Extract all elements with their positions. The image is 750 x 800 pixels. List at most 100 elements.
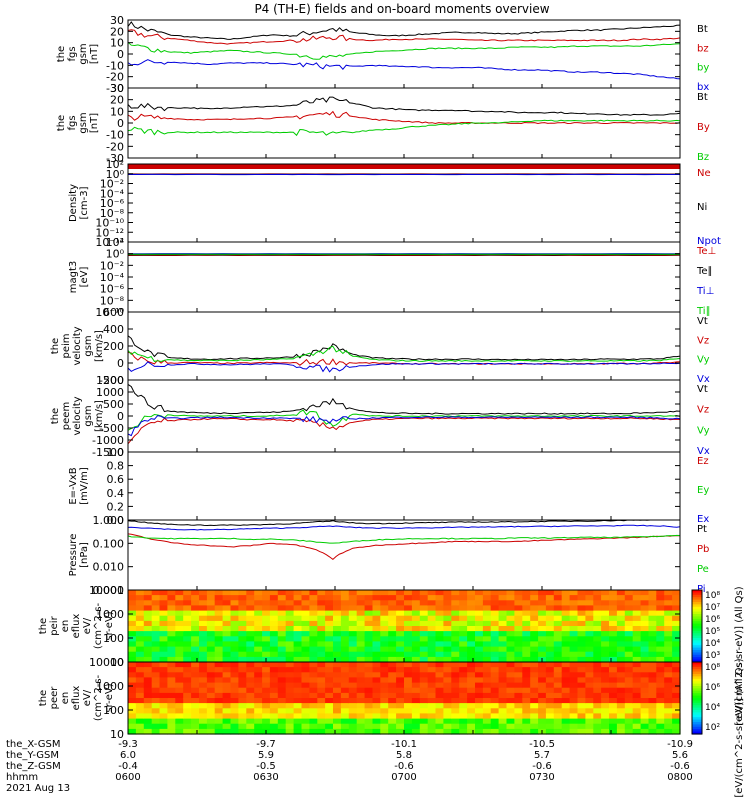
heatmap-cell [206, 605, 216, 612]
heatmap-cell [672, 646, 681, 653]
heatmap-cell [396, 615, 405, 622]
colorbar-label: [eV/(cm^2-s-sr-eV)] (All Qs) [734, 586, 745, 725]
heatmap-cell [254, 728, 263, 735]
heatmap-cell [301, 692, 310, 699]
heatmap-cell [577, 703, 586, 709]
heatmap-cell [135, 656, 145, 663]
panel-frame [127, 519, 681, 591]
heatmap-cell [143, 651, 153, 658]
colorbar-swatch [692, 702, 702, 706]
heatmap-cell [325, 600, 334, 606]
heatmap-cell [609, 667, 618, 673]
heatmap-cell [467, 692, 476, 699]
heatmap-cell [624, 595, 634, 601]
heatmap-cell [624, 723, 634, 730]
legend-Vx: Vx [697, 374, 710, 385]
heatmap-cell [388, 636, 397, 642]
heatmap-cell [262, 718, 271, 725]
heatmap-cell [411, 713, 421, 720]
heatmap-cell [419, 672, 429, 678]
heatmap-cell [159, 600, 168, 606]
heatmap-cell [427, 595, 437, 601]
colorbar-swatch [692, 621, 702, 625]
heatmap-cell [553, 646, 563, 653]
heatmap-cell [443, 718, 452, 725]
heatmap-cell [664, 590, 673, 596]
heatmap-cell [632, 677, 642, 684]
heatmap-cell [451, 595, 460, 601]
heatmap-cell [396, 595, 405, 601]
heatmap-cell [585, 590, 594, 596]
series-line-Bz [127, 119, 681, 137]
heatmap-cell [498, 620, 508, 627]
y-axis-label: peim [61, 333, 72, 358]
heatmap-cell [222, 626, 232, 632]
heatmap-cell [640, 708, 650, 714]
heatmap-cell [167, 718, 176, 725]
heatmap-cell [222, 692, 232, 699]
heatmap-cell [569, 672, 579, 678]
heatmap-cell [514, 682, 523, 689]
colorbar-swatch [692, 678, 702, 682]
legend-Vy: Vy [697, 425, 710, 436]
heatmap-cell [656, 590, 665, 596]
heatmap-cell [459, 646, 468, 653]
heatmap-cell [482, 708, 492, 714]
x-tick-value: 6.0 [120, 750, 136, 761]
heatmap-cell [293, 595, 303, 601]
heatmap-cell [317, 595, 326, 601]
heatmap-cell [632, 698, 642, 704]
heatmap-cell [545, 620, 555, 627]
heatmap-cell [372, 703, 381, 709]
heatmap-cell [246, 610, 255, 617]
heatmap-cell [199, 718, 208, 725]
heatmap-cell [553, 620, 563, 627]
heatmap-cell [656, 600, 665, 606]
heatmap-cell [183, 708, 192, 714]
heatmap-cell [553, 605, 563, 612]
heatmap-cell [585, 662, 594, 668]
heatmap-cell [254, 631, 263, 637]
heatmap-cell [254, 600, 263, 606]
y-tick-label: 0 [117, 48, 124, 61]
heatmap-cell [356, 641, 366, 648]
heatmap-cell [632, 636, 642, 642]
heatmap-cell [175, 728, 184, 735]
heatmap-cell [214, 620, 224, 627]
heatmap-cell [230, 620, 239, 627]
heatmap-cell [388, 631, 397, 637]
heatmap-cell [577, 687, 586, 694]
heatmap-cell [230, 636, 239, 642]
colorbar-swatch [692, 611, 702, 615]
heatmap-cell [435, 605, 444, 612]
heatmap-cell [285, 641, 295, 648]
heatmap-cell [396, 667, 405, 673]
heatmap-cell [467, 610, 476, 617]
heatmap-cell [214, 713, 224, 720]
heatmap-cell [498, 605, 508, 612]
heatmap-cell [656, 667, 665, 673]
heatmap-cell [632, 641, 642, 648]
heatmap-cell [427, 605, 437, 612]
heatmap-cell [277, 692, 287, 699]
heatmap-cell [545, 728, 555, 735]
y-axis-label: sr-eV) [104, 683, 115, 712]
heatmap-cell [317, 677, 326, 684]
heatmap-cell [159, 713, 168, 720]
heatmap-cell [285, 610, 295, 617]
heatmap-cell [514, 667, 523, 673]
heatmap-cell [609, 698, 618, 704]
heatmap-cell [624, 620, 634, 627]
heatmap-cell [656, 610, 665, 617]
heatmap-cell [514, 662, 523, 668]
heatmap-cell [640, 615, 650, 622]
heatmap-cell [199, 610, 208, 617]
heatmap-cell [254, 636, 263, 642]
heatmap-cell [490, 708, 500, 714]
heatmap-cell [159, 677, 168, 684]
heatmap-cell [530, 713, 539, 720]
heatmap-cell [624, 682, 634, 689]
heatmap-cell [151, 610, 161, 617]
series-line-Vx [127, 361, 681, 373]
heatmap-cell [475, 595, 484, 601]
